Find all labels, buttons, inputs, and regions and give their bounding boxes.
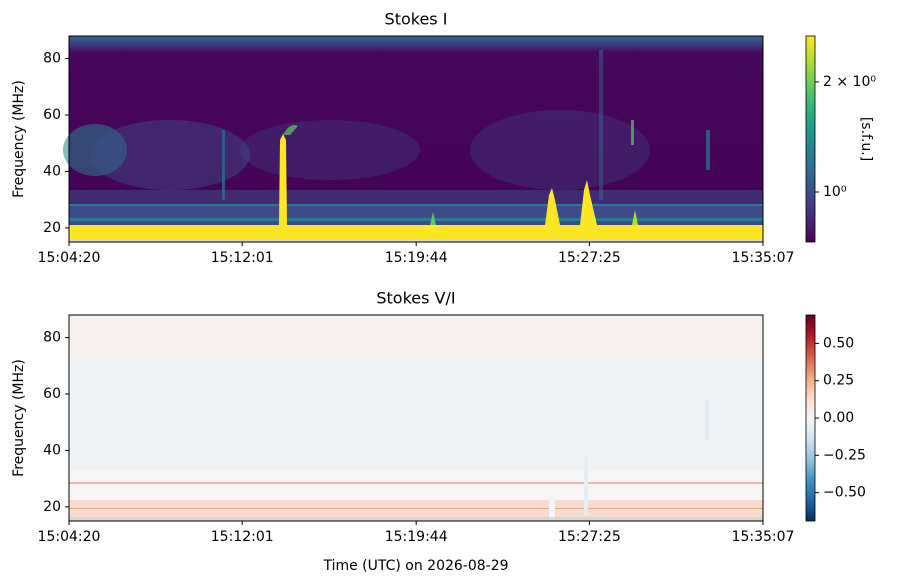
- y-tick-label: 40: [43, 163, 61, 179]
- streak: [705, 400, 709, 440]
- burst: [545, 188, 560, 225]
- x-tick-label: 15:27:25: [558, 529, 621, 545]
- x-tick-label: 15:12:01: [211, 250, 274, 266]
- emission: [90, 120, 250, 190]
- burst: [584, 455, 588, 515]
- colorbar-label: [s.f.u.]: [858, 117, 874, 161]
- band-line: [69, 204, 763, 206]
- y-axis-label: Frequency (MHz): [11, 80, 27, 198]
- colorbar-tick-label: 2 × 10⁰: [823, 74, 876, 90]
- colorbar-tick-label: −0.50: [823, 485, 866, 501]
- emission: [69, 360, 763, 470]
- streak: [599, 50, 603, 200]
- spectrogram-i: [63, 36, 763, 242]
- panel-title: Stokes V/I: [376, 289, 455, 308]
- streak: [706, 130, 710, 170]
- y-tick-label: 20: [43, 220, 61, 236]
- panel-title: Stokes I: [385, 10, 448, 29]
- y-tick-label: 40: [43, 442, 61, 458]
- burst: [430, 212, 436, 225]
- colorbar-tick-label: 0.00: [823, 410, 854, 426]
- x-tick-label: 15:12:01: [211, 529, 274, 545]
- y-tick-label: 60: [43, 386, 61, 402]
- band-line: [69, 218, 763, 221]
- x-tick-label: 15:35:07: [732, 529, 795, 545]
- streak: [631, 120, 634, 145]
- band-line: [69, 508, 763, 509]
- band: [69, 225, 763, 239]
- burst: [632, 210, 638, 225]
- x-tick-label: 15:19:44: [385, 529, 448, 545]
- burst: [580, 180, 597, 225]
- colorbar-tick-label: −0.25: [823, 447, 866, 463]
- emission: [240, 120, 420, 180]
- band: [69, 239, 763, 242]
- x-tick-label: 15:35:07: [732, 250, 795, 266]
- band: [69, 470, 763, 500]
- burst: [283, 125, 298, 135]
- spectrogram-v: [69, 315, 763, 521]
- colorbar-tick-label: 0.50: [823, 335, 854, 351]
- y-tick-label: 80: [43, 330, 61, 346]
- colorbar: [805, 314, 816, 522]
- y-tick-label: 60: [43, 107, 61, 123]
- x-axis-label: Time (UTC) on 2026-08-29: [322, 558, 508, 574]
- x-tick-label: 15:04:20: [38, 529, 101, 545]
- y-axis-label: Frequency (MHz): [11, 359, 27, 477]
- burst: [279, 134, 287, 225]
- band: [69, 190, 763, 205]
- x-tick-label: 15:27:25: [558, 250, 621, 266]
- colorbar: [805, 35, 816, 243]
- colorbar-tick-label: 10⁰: [823, 184, 847, 200]
- band-line: [69, 482, 763, 484]
- streak: [222, 130, 225, 200]
- colorbar-tick-label: 0.25: [823, 373, 854, 389]
- x-tick-label: 15:19:44: [385, 250, 448, 266]
- emission: [63, 124, 127, 176]
- y-tick-label: 80: [43, 51, 61, 67]
- x-tick-label: 15:04:20: [38, 250, 101, 266]
- y-tick-label: 20: [43, 499, 61, 515]
- burst: [549, 495, 555, 517]
- emission: [470, 110, 650, 190]
- band: [69, 205, 763, 225]
- band: [69, 517, 763, 521]
